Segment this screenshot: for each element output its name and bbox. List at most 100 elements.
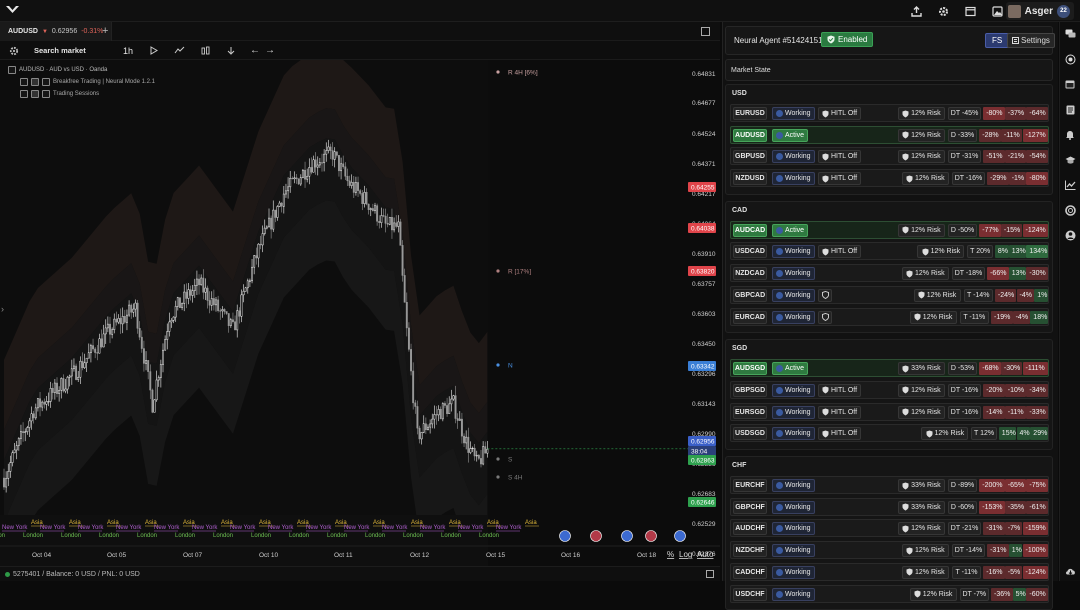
hitl-badge[interactable]: HITL Off — [818, 245, 862, 259]
visibility-icon[interactable] — [20, 77, 28, 86]
calendar-icon[interactable] — [1064, 78, 1076, 90]
risk-badge[interactable]: 12% Risk — [909, 310, 957, 324]
add-tab-button[interactable]: + — [102, 25, 109, 37]
pair-row[interactable]: AUDCAD Active 12% Risk D -50% -77% -15% -124% — [730, 220, 1049, 239]
pair-row[interactable]: USDCAD Working HITL Off 12% Risk T 20% 8% 13% 1… — [730, 242, 1049, 261]
state-badge[interactable]: Working — [772, 310, 815, 324]
risk-badge[interactable]: 12% Risk — [901, 172, 949, 186]
pair-row[interactable]: EURCAD Working 12% Risk T -11% -19% -4% 18% — [730, 307, 1049, 326]
expand-left-icon[interactable]: › — [1, 304, 4, 314]
pair-symbol[interactable]: EURUSD — [733, 107, 767, 120]
shield-badge[interactable] — [818, 288, 832, 302]
hitl-badge[interactable]: HITL Off — [818, 172, 862, 186]
pair-row[interactable]: EURCHF Working 33% Risk D -89% -200% -65% -75% — [730, 476, 1049, 495]
risk-badge[interactable]: 12% Risk — [901, 544, 949, 558]
risk-badge[interactable]: 12% Risk — [901, 267, 949, 281]
flag-icon[interactable] — [645, 530, 657, 542]
pair-symbol[interactable]: AUDCHF — [733, 522, 767, 536]
image-icon[interactable] — [990, 4, 1004, 18]
candles-icon[interactable] — [199, 43, 211, 58]
state-badge[interactable]: Working — [772, 405, 815, 419]
flag-icon[interactable] — [559, 530, 571, 542]
compare-icon[interactable] — [225, 43, 236, 58]
pair-symbol[interactable]: EURCHF — [733, 479, 767, 493]
back-arrow-icon[interactable]: ← — [250, 45, 260, 56]
hitl-badge[interactable]: HITL Off — [818, 427, 862, 441]
risk-badge[interactable]: 12% Risk — [897, 522, 945, 536]
hitl-badge[interactable]: HITL Off — [818, 405, 862, 419]
pair-symbol[interactable]: EURSGD — [733, 405, 767, 419]
settings-button[interactable]: Settings — [1007, 33, 1055, 48]
state-badge[interactable]: Working — [772, 522, 815, 536]
pair-row[interactable]: AUDSGD Active 33% Risk D -53% -68% -30% -111% — [730, 359, 1049, 378]
pair-row[interactable]: EURSGD Working HITL Off 12% Risk DT -16% -14%… — [730, 402, 1049, 421]
pair-row[interactable]: USDSGD Working HITL Off 12% Risk T 12% 15% 4% 2… — [730, 424, 1049, 443]
flag-icon[interactable] — [674, 530, 686, 542]
timeframe-button[interactable]: 1h — [123, 45, 134, 56]
axis-scale-toggle[interactable]: Auto — [697, 550, 714, 559]
remove-icon[interactable] — [42, 77, 50, 86]
user-icon[interactable] — [1064, 229, 1076, 241]
state-badge[interactable]: Working — [772, 288, 815, 302]
pair-symbol[interactable]: USDCHF — [733, 587, 767, 601]
state-badge[interactable]: Working — [772, 500, 815, 514]
state-badge[interactable]: Working — [772, 544, 815, 558]
risk-badge[interactable]: 12% Risk — [897, 383, 945, 397]
collapse-toggle-icon[interactable] — [8, 65, 16, 74]
risk-badge[interactable]: 12% Risk — [913, 288, 961, 302]
pair-row[interactable]: NZDCAD Working 12% Risk DT -18% -66% 13% -30% — [730, 264, 1049, 283]
state-badge[interactable]: Active — [772, 362, 809, 376]
pair-row[interactable]: NZDUSD Working HITL Off 12% Risk DT -16% -29%… — [730, 169, 1049, 188]
pair-symbol[interactable]: GBPSGD — [733, 383, 767, 397]
state-badge[interactable]: Working — [772, 267, 815, 281]
pair-symbol[interactable]: USDCAD — [733, 245, 767, 259]
pair-symbol[interactable]: AUDUSD — [733, 128, 767, 142]
risk-badge[interactable]: 12% Risk — [909, 587, 957, 601]
settings-icon[interactable] — [31, 89, 39, 98]
search-market-button[interactable]: Search market — [34, 46, 86, 55]
flag-icon[interactable] — [621, 530, 633, 542]
risk-badge[interactable]: 33% Risk — [897, 479, 945, 493]
pair-symbol[interactable]: GBPUSD — [733, 150, 767, 164]
axis-scale-toggle[interactable]: Log — [679, 550, 692, 559]
pair-row[interactable]: AUDUSD Active 12% Risk D -33% -28% -11% -127% — [730, 125, 1049, 144]
bell-icon[interactable] — [1064, 129, 1076, 141]
shield-badge[interactable] — [818, 310, 832, 324]
state-badge[interactable]: Working — [772, 383, 815, 397]
pair-row[interactable]: GBPUSD Working HITL Off 12% Risk DT -31% -51%… — [730, 147, 1049, 166]
play-icon[interactable] — [149, 43, 159, 58]
pair-symbol[interactable]: NZDUSD — [733, 172, 767, 186]
remove-icon[interactable] — [42, 89, 50, 98]
lifebuoy-icon[interactable] — [1064, 204, 1076, 216]
app-logo-icon[interactable] — [6, 6, 19, 14]
state-badge[interactable]: Active — [772, 128, 809, 142]
pair-row[interactable]: USDCHF Working 12% Risk DT -7% -36% 5% -60% — [730, 584, 1049, 603]
pair-row[interactable]: GBPCAD Working 12% Risk T -14% -24% -4% 1% — [730, 285, 1049, 304]
state-badge[interactable]: Working — [772, 150, 815, 164]
pair-symbol[interactable]: CADCHF — [733, 565, 767, 579]
pair-row[interactable]: AUDCHF Working 12% Risk DT -21% -31% -7% -159% — [730, 519, 1049, 538]
risk-badge[interactable]: 12% Risk — [897, 405, 945, 419]
maximize-icon[interactable] — [706, 570, 714, 578]
chart-area[interactable]: 0.64831 0.64677 0.64524 0.64371 0.64217 0.640… — [0, 60, 720, 566]
hitl-badge[interactable]: HITL Off — [818, 150, 862, 164]
radar-icon[interactable] — [1064, 53, 1076, 65]
settings-icon[interactable] — [31, 77, 39, 86]
pair-symbol[interactable]: AUDCAD — [733, 223, 767, 237]
state-badge[interactable]: Working — [772, 479, 815, 493]
user-menu[interactable]: Asger 22 — [1005, 2, 1074, 20]
risk-badge[interactable]: 12% Risk — [897, 107, 945, 120]
axis-scale-toggle[interactable]: % — [667, 550, 674, 559]
risk-badge[interactable]: 12% Risk — [897, 223, 945, 237]
state-badge[interactable]: Working — [772, 427, 815, 441]
pair-symbol[interactable]: GBPCAD — [733, 288, 767, 302]
pair-row[interactable]: NZDCHF Working 12% Risk DT -14% -31% 1% -100% — [730, 541, 1049, 560]
line-chart-icon[interactable] — [1064, 179, 1076, 191]
risk-badge[interactable]: 12% Risk — [921, 427, 969, 441]
forward-arrow-icon[interactable]: → — [265, 45, 275, 56]
pair-row[interactable]: CADCHF Working 12% Risk T -11% -16% -5% -124% — [730, 562, 1049, 581]
cloud-download-icon[interactable] — [1064, 565, 1076, 577]
fs-button[interactable]: FS — [985, 33, 1010, 48]
state-badge[interactable]: Working — [772, 107, 815, 120]
pair-symbol[interactable]: AUDSGD — [733, 362, 767, 376]
